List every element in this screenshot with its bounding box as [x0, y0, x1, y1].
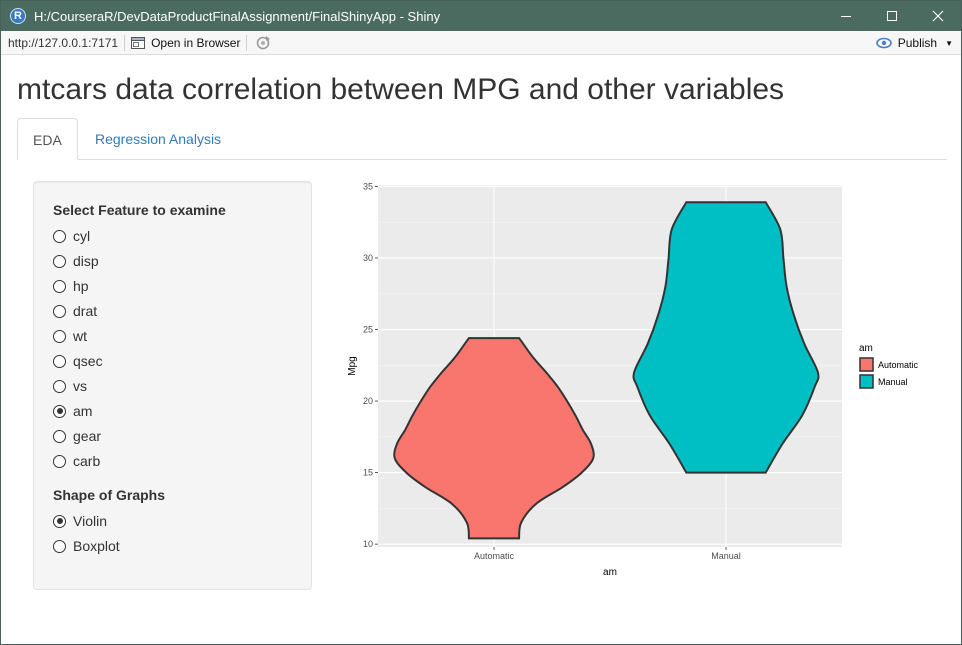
sidebar-panel: Select Feature to examine cyl disp hp drat w… — [33, 181, 312, 590]
viewer-toolbar: http://127.0.0.1:7171 Open in Browser Pu… — [1, 31, 961, 55]
page-title: mtcars data correlation between MPG and … — [17, 73, 785, 106]
feature-radio-label: am — [73, 403, 93, 419]
violin-manual — [632, 201, 820, 474]
feature-radio-label: vs — [73, 378, 87, 394]
feature-radio-label: carb — [73, 453, 101, 469]
shape-radio-violin[interactable]: Violin — [53, 511, 107, 531]
feature-radio-drat[interactable]: drat — [53, 301, 97, 321]
refresh-button[interactable] — [255, 35, 271, 51]
r-app-icon: R — [10, 8, 26, 24]
radio-button-icon[interactable] — [53, 429, 66, 443]
feature-radio-disp[interactable]: disp — [53, 251, 99, 271]
shape-radio-label: Violin — [73, 513, 107, 529]
tab-eda[interactable]: EDA — [17, 118, 78, 160]
toolbar-divider — [246, 34, 248, 51]
shape-group-label: Shape of Graphs — [53, 487, 166, 503]
radio-button-icon[interactable] — [53, 539, 66, 553]
violin-automatic — [393, 337, 595, 540]
maximize-icon — [887, 11, 897, 21]
radio-button-icon[interactable] — [53, 404, 66, 418]
legend-label-automatic: Automatic — [878, 360, 919, 370]
url-field[interactable]: http://127.0.0.1:7171 — [8, 35, 119, 50]
violin-plot: 10 15 20 25 30 35 Automatic Manual am Mpg am Automa… — [347, 181, 919, 578]
open-in-browser-label: Open in Browser — [151, 35, 241, 50]
minimize-icon — [841, 16, 851, 17]
radio-button-icon[interactable] — [53, 254, 66, 268]
feature-group-label: Select Feature to examine — [53, 202, 226, 218]
maximize-button[interactable] — [869, 1, 915, 31]
radio-button-icon[interactable] — [53, 379, 66, 393]
radio-button-icon[interactable] — [53, 354, 66, 368]
feature-radio-cyl[interactable]: cyl — [53, 226, 90, 246]
feature-radio-label: qsec — [73, 353, 103, 369]
radio-button-icon[interactable] — [53, 329, 66, 343]
feature-radio-hp[interactable]: hp — [53, 276, 89, 296]
legend-label-manual: Manual — [878, 377, 908, 387]
feature-radio-vs[interactable]: vs — [53, 376, 87, 396]
tab-regression-analysis[interactable]: Regression Analysis — [95, 131, 222, 147]
radio-button-icon[interactable] — [53, 229, 66, 243]
close-icon — [932, 10, 944, 22]
feature-radio-label: drat — [73, 303, 98, 319]
y-tick-label: 25 — [363, 325, 373, 335]
radio-button-icon[interactable] — [53, 514, 66, 528]
feature-radio-gear[interactable]: gear — [53, 426, 101, 446]
y-tick-label: 35 — [363, 181, 373, 191]
y-tick-label: 20 — [363, 396, 373, 406]
feature-radio-carb[interactable]: carb — [53, 451, 100, 471]
x-tick-label: Manual — [711, 551, 741, 561]
radio-button-icon[interactable] — [53, 454, 66, 468]
legend-title: am — [859, 343, 873, 354]
tab-bar: EDA Regression Analysis — [17, 118, 947, 160]
feature-radio-qsec[interactable]: qsec — [53, 351, 103, 371]
feature-radio-label: wt — [73, 328, 87, 344]
title-bar: R H:/CourseraR/DevDataProductFinalAssign… — [1, 1, 961, 31]
x-tick-label: Automatic — [474, 551, 515, 561]
x-axis-title: am — [603, 567, 617, 578]
feature-radio-label: disp — [73, 253, 99, 269]
shape-radio-label: Boxplot — [73, 538, 120, 554]
toolbar-divider — [124, 34, 126, 51]
feature-radio-label: hp — [73, 278, 89, 294]
window-controls — [823, 1, 961, 31]
radio-button-icon[interactable] — [53, 304, 66, 318]
y-axis-title: Mpg — [347, 356, 358, 375]
minimize-button[interactable] — [823, 1, 869, 31]
open-in-browser-button[interactable]: Open in Browser — [131, 36, 240, 50]
publish-button[interactable]: Publish ▼ — [875, 31, 953, 55]
refresh-icon — [257, 35, 271, 49]
feature-radio-label: cyl — [73, 228, 91, 244]
legend-key-automatic — [859, 357, 874, 372]
radio-button-icon[interactable] — [53, 279, 66, 293]
publish-label: Publish — [897, 36, 938, 50]
chevron-down-icon[interactable]: ▼ — [945, 38, 953, 48]
window-title: H:/CourseraR/DevDataProductFinalAssignme… — [34, 8, 441, 24]
feature-radio-am[interactable]: am — [53, 401, 92, 421]
open-browser-icon — [131, 36, 146, 49]
close-button[interactable] — [915, 1, 961, 31]
y-tick-label: 30 — [363, 253, 373, 263]
y-tick-label: 10 — [363, 539, 373, 549]
publish-icon — [875, 37, 892, 49]
y-tick-label: 15 — [363, 468, 373, 478]
feature-radio-label: gear — [73, 428, 102, 444]
feature-radio-wt[interactable]: wt — [53, 326, 87, 346]
legend-key-manual — [859, 374, 874, 389]
shape-radio-boxplot[interactable]: Boxplot — [53, 536, 120, 556]
